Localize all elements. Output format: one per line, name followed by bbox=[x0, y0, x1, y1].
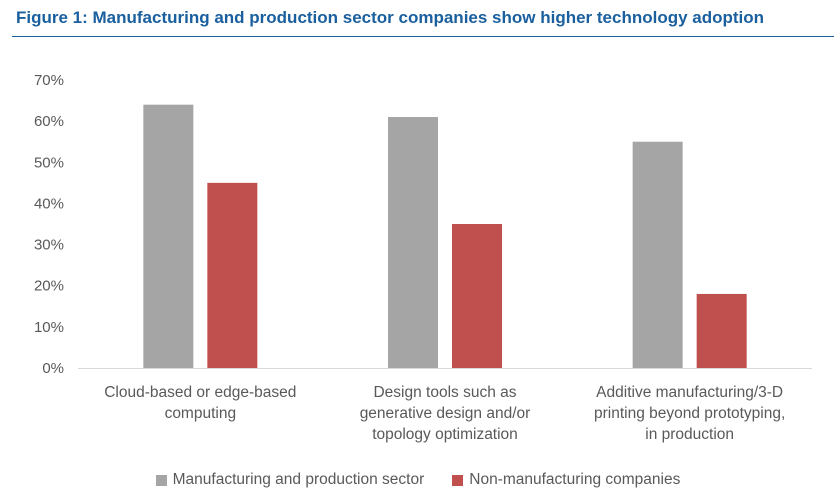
category-label-line: generative design and/or bbox=[360, 405, 531, 422]
legend-item-non-manufacturing: Non-manufacturing companies bbox=[452, 471, 680, 489]
y-axis-ticks: 0% 10% 20% 30% 40% 50% 60% 70% bbox=[34, 72, 64, 377]
category-label-2: Design tools such as generative design an… bbox=[360, 384, 531, 443]
figure-title: Figure 1: Manufacturing and production s… bbox=[16, 8, 765, 27]
bar-non-manufacturing-1 bbox=[207, 182, 258, 368]
bar-manufacturing-1 bbox=[143, 104, 194, 368]
category-label-line: printing beyond prototyping, bbox=[594, 405, 785, 422]
legend-label-manufacturing: Manufacturing and production sector bbox=[172, 471, 425, 488]
y-tick-label: 30% bbox=[34, 237, 64, 254]
bar-manufacturing-2 bbox=[388, 117, 438, 369]
title-rule bbox=[12, 36, 834, 37]
category-label-line: Cloud-based or edge-based bbox=[104, 384, 296, 401]
legend-swatch-manufacturing bbox=[155, 474, 167, 486]
category-label-3: Additive manufacturing/3-D printing beyon… bbox=[594, 384, 785, 443]
bar-manufacturing-3 bbox=[632, 141, 683, 368]
y-tick-label: 10% bbox=[34, 319, 64, 336]
category-label-1: Cloud-based or edge-based computing bbox=[104, 384, 296, 422]
y-tick-label: 40% bbox=[34, 195, 64, 212]
bars bbox=[143, 104, 747, 369]
legend-item-manufacturing: Manufacturing and production sector bbox=[155, 471, 425, 489]
y-tick-label: 0% bbox=[42, 360, 64, 377]
category-label-line: in production bbox=[645, 426, 734, 443]
y-tick-label: 50% bbox=[34, 154, 64, 171]
y-tick-label: 70% bbox=[34, 72, 64, 89]
bar-non-manufacturing-3 bbox=[696, 293, 747, 368]
category-labels: Cloud-based or edge-based computing Design… bbox=[104, 384, 785, 443]
y-tick-label: 60% bbox=[34, 113, 64, 130]
legend-swatch-non-manufacturing bbox=[452, 474, 464, 486]
y-tick-label: 20% bbox=[34, 278, 64, 295]
category-label-line: computing bbox=[165, 405, 237, 422]
bar-non-manufacturing-2 bbox=[452, 224, 502, 368]
legend-label-non-manufacturing: Non-manufacturing companies bbox=[469, 471, 681, 488]
legend: Manufacturing and production sector Non-… bbox=[0, 471, 836, 489]
category-label-line: Design tools such as bbox=[373, 384, 516, 401]
category-label-line: Additive manufacturing/3-D bbox=[596, 384, 783, 401]
category-label-line: topology optimization bbox=[372, 426, 518, 443]
bar-chart: 0% 10% 20% 30% 40% 50% 60% 70% Cloud-based or e… bbox=[34, 72, 812, 443]
